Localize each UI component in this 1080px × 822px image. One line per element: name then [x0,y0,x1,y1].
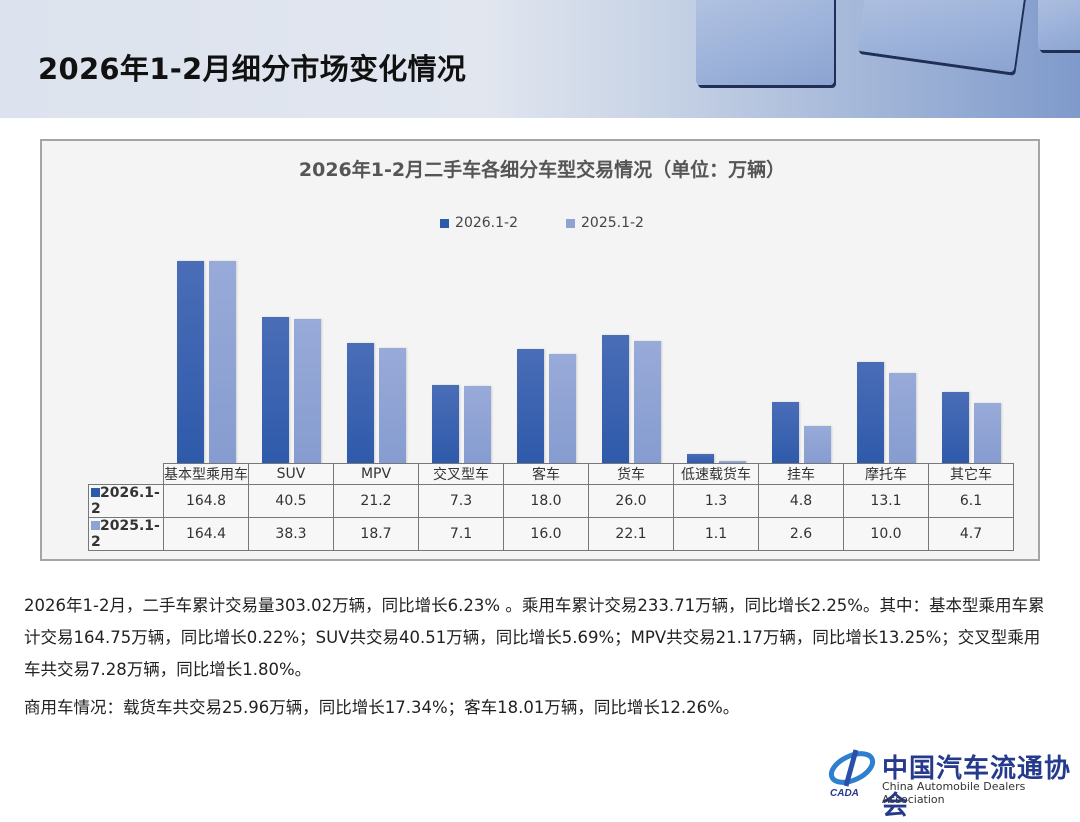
table-cell: 4.7 [928,517,1014,551]
bar [379,347,406,464]
plot-area [162,261,1012,464]
legend-swatch-icon [91,521,100,530]
bar-group [162,261,247,464]
table-cell: 16.0 [503,517,589,551]
table-corner [88,463,164,485]
table-row: 2025.1-2 164.4 38.3 18.7 7.1 16.0 22.1 1.1 2.6 1… [88,517,1014,551]
table-cell: 2.6 [758,517,844,551]
bar [347,342,374,464]
legend-item-2025: 2025.1-2 [566,215,644,231]
bar [262,317,289,464]
bar [294,319,321,464]
bar-group [757,261,842,464]
category-label: MPV [333,463,419,485]
table-cell: 22.1 [588,517,674,551]
bar [464,386,491,464]
bar [804,426,831,464]
association-logo: CADA 中国汽车流通协会 China Automobile Dealers A… [826,746,1076,821]
bar [974,402,1001,464]
table-cell: 18.7 [333,517,419,551]
bar [942,392,969,464]
bar-group [417,261,502,464]
bar [719,460,746,464]
bar [634,341,661,464]
row-label-text: 2026.1-2 [91,485,160,517]
table-cell: 6.1 [928,484,1014,518]
table-row: 2026.1-2 164.8 40.5 21.2 7.3 18.0 26.0 1.3 4.8 1… [88,484,1014,518]
chart-panel: 2026年1-2月二手车各细分车型交易情况（单位：万辆） 2026.1-2 20… [40,139,1040,561]
table-cell: 21.2 [333,484,419,518]
bar [889,372,916,464]
bar-group [247,261,332,464]
table-cell: 10.0 [843,517,929,551]
bar [602,334,629,464]
cada-logo-icon: CADA [828,749,876,799]
bar-group [587,261,672,464]
category-label: SUV [248,463,334,485]
chart-legend: 2026.1-2 2025.1-2 [42,215,1042,231]
bar [177,261,204,464]
category-label: 交叉型车 [418,463,504,485]
category-label: 低速载货车 [673,463,759,485]
bar [209,261,236,464]
data-table: 基本型乘用车 SUV MPV 交叉型车 客车 货车 低速载货车 挂车 摩托车 其它车 2026.1… [88,463,1014,551]
table-cell: 1.1 [673,517,759,551]
category-label: 货车 [588,463,674,485]
bar-group [927,261,1012,464]
table-cell: 26.0 [588,484,674,518]
table-cell: 7.1 [418,517,504,551]
bar [549,353,576,464]
bar [432,385,459,464]
page-title: 2026年1-2月细分市场变化情况 [38,52,467,86]
legend-swatch-icon [91,488,100,497]
decorative-cube [696,0,834,85]
category-label: 基本型乘用车 [163,463,249,485]
row-label: 2026.1-2 [88,484,164,518]
logo-name-en: China Automobile Dealers Association [882,780,1026,806]
bar-group [502,261,587,464]
summary-paragraph: 2026年1-2月，二手车累计交易量303.02万辆，同比增长6.23% 。乘用… [24,596,1045,679]
category-label: 挂车 [758,463,844,485]
summary-text: 2026年1-2月，二手车累计交易量303.02万辆，同比增长6.23% 。乘用… [24,590,1054,724]
category-label: 客车 [503,463,589,485]
table-cell: 38.3 [248,517,334,551]
bar [517,349,544,464]
legend-swatch-icon [440,218,450,228]
logo-name-cn: 中国汽车流通协会 [882,754,1072,821]
table-cell: 13.1 [843,484,929,518]
bar [857,361,884,464]
bar-group [672,261,757,464]
legend-item-2026: 2026.1-2 [440,215,518,231]
bar-group [332,261,417,464]
table-cell: 18.0 [503,484,589,518]
category-label: 其它车 [928,463,1014,485]
decorative-cube [857,0,1025,73]
bar-group [842,261,927,464]
header-banner: 2026年1-2月细分市场变化情况 [0,0,1080,118]
bar [772,401,799,464]
table-cell: 7.3 [418,484,504,518]
summary-paragraph: 商用车情况：载货车共交易25.96万辆，同比增长17.34%；客车18.01万辆… [24,698,740,717]
bar [687,453,714,464]
category-label: 摩托车 [843,463,929,485]
table-cell: 4.8 [758,484,844,518]
chart-title: 2026年1-2月二手车各细分车型交易情况（单位：万辆） [298,159,786,181]
legend-label: 2026.1-2 [455,215,518,231]
table-cell: 1.3 [673,484,759,518]
row-label-text: 2025.1-2 [91,518,160,550]
table-cell: 164.4 [163,517,249,551]
svg-text:CADA: CADA [830,788,859,798]
decorative-cube [1038,0,1080,50]
table-cell: 40.5 [248,484,334,518]
category-row: 基本型乘用车 SUV MPV 交叉型车 客车 货车 低速载货车 挂车 摩托车 其它车 [88,463,1014,485]
row-label: 2025.1-2 [88,517,164,551]
legend-label: 2025.1-2 [581,215,644,231]
table-cell: 164.8 [163,484,249,518]
legend-swatch-icon [566,218,575,228]
